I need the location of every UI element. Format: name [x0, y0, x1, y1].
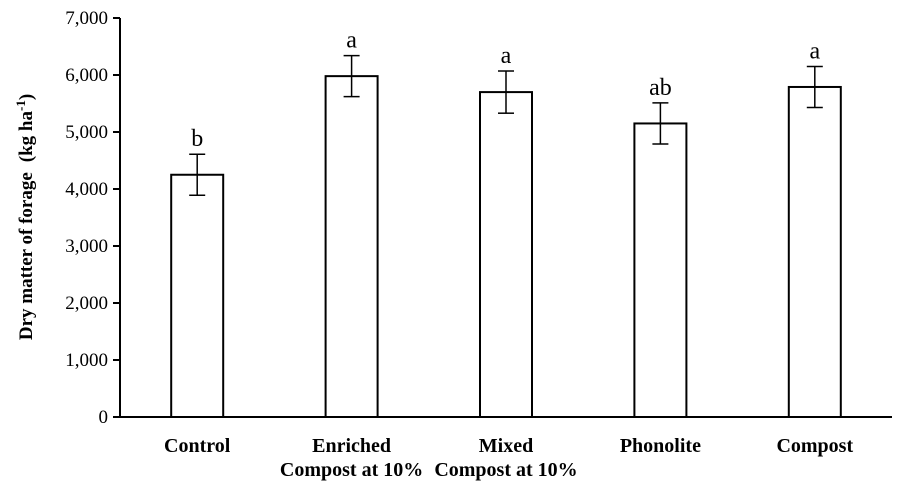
y-tick-label: 7,000: [65, 8, 108, 29]
significance-labels: b a a ab a: [191, 28, 820, 153]
category-label: Compost at 10%: [434, 459, 577, 481]
bar: [324, 75, 379, 418]
y-tick-label: 6,000: [65, 65, 108, 86]
y-axis-title-exponent: -1: [13, 100, 28, 111]
y-axis-title: Dry matter of forage (kg ha-1): [13, 94, 37, 340]
y-tick-label: 5,000: [65, 122, 108, 143]
y-tick-label: 4,000: [65, 179, 108, 200]
category-label: Control: [164, 435, 231, 457]
bars: [170, 75, 842, 418]
bar: [633, 122, 688, 418]
y-tick-label: 2,000: [65, 293, 108, 314]
category-label: Phonolite: [620, 435, 701, 457]
y-ticks: 0 1,000 2,000 3,000 4,000 5,000 6,000 7,000: [65, 8, 120, 428]
y-axis-title-close: ): [16, 94, 37, 100]
y-tick-label: 1,000: [65, 350, 108, 371]
y-axis-title-text: Dry matter of forage (kg ha-1): [13, 94, 37, 340]
significance-label: a: [346, 28, 357, 54]
significance-label: a: [809, 38, 820, 64]
bar: [170, 173, 225, 418]
y-tick-label: 3,000: [65, 236, 108, 257]
category-label: Compost at 10%: [280, 459, 423, 481]
y-axis-title-unit: (kg ha: [16, 111, 37, 163]
bar: [787, 85, 842, 418]
category-label: Compost: [776, 435, 853, 457]
y-axis-title-main: Dry matter of forage: [16, 172, 37, 340]
bar: [479, 91, 533, 418]
significance-label: ab: [649, 75, 672, 101]
error-bars: [189, 54, 823, 197]
y-tick-label: 0: [99, 407, 109, 428]
significance-label: b: [191, 126, 203, 152]
category-label: Enriched: [312, 435, 391, 457]
category-label: Mixed: [479, 435, 533, 457]
significance-label: a: [501, 43, 512, 69]
